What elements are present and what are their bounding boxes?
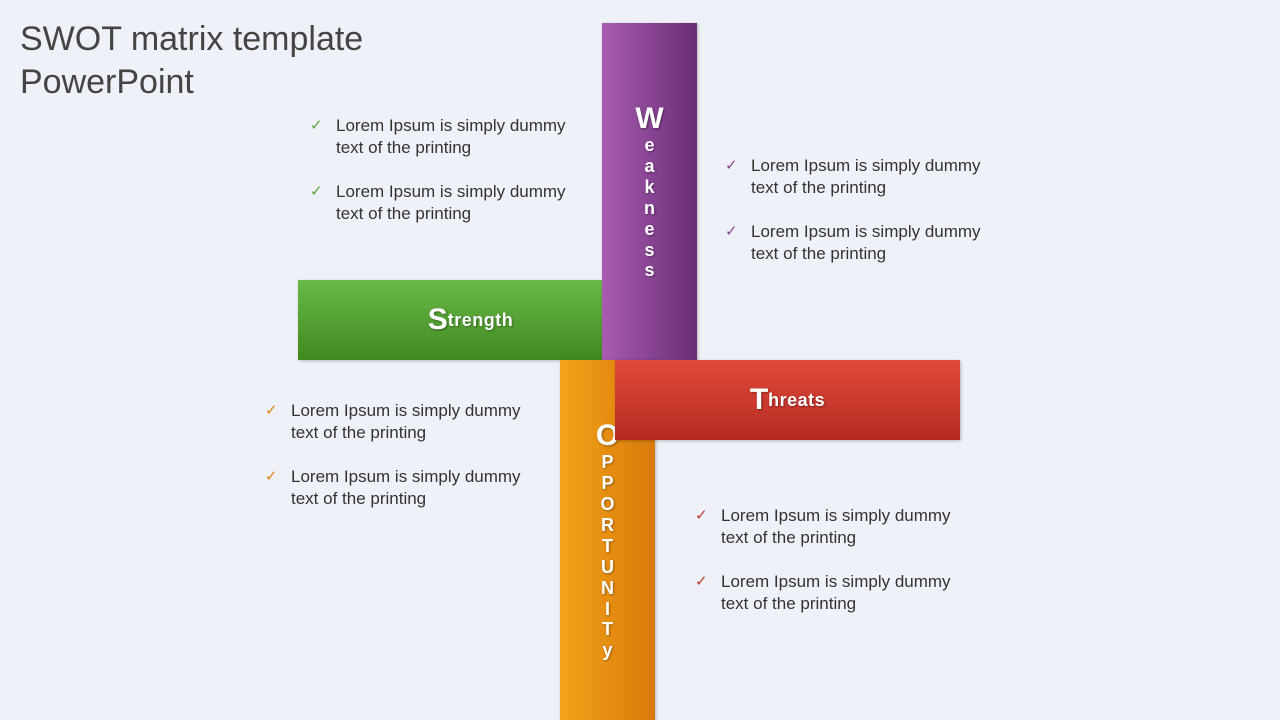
list-item: Lorem Ipsum is simply dummy text of the … [695, 505, 970, 549]
opportunity-bullets: Lorem Ipsum is simply dummy text of the … [265, 400, 540, 532]
weakness-letter: e [644, 136, 654, 155]
opportunity-letter: O [600, 495, 614, 514]
weakness-letter: k [644, 178, 654, 197]
list-item: Lorem Ipsum is simply dummy text of the … [265, 400, 540, 444]
opportunity-letter: N [601, 579, 614, 598]
weakness-first-letter: W [635, 103, 663, 135]
opportunity-letter: U [601, 558, 614, 577]
weakness-letter: s [644, 261, 654, 280]
weakness-letter: s [644, 241, 654, 260]
strength-first-letter: S [428, 303, 448, 337]
opportunity-label: O P P O R T U N I T y [596, 420, 619, 660]
list-item: Lorem Ipsum is simply dummy text of the … [695, 571, 970, 615]
opportunity-letter: P [601, 453, 613, 472]
weakness-letter: a [644, 157, 654, 176]
slide-title: SWOT matrix template PowerPoint [20, 18, 440, 103]
opportunity-letter: y [602, 641, 612, 660]
list-item: Lorem Ipsum is simply dummy text of the … [310, 115, 585, 159]
strength-bullets: Lorem Ipsum is simply dummy text of the … [310, 115, 585, 247]
threats-rest: hreats [768, 390, 825, 411]
weakness-label: W e a k n e s s [635, 103, 663, 281]
weakness-letter: e [644, 220, 654, 239]
strength-rest: trength [448, 310, 514, 331]
strength-bar: S trength [298, 280, 643, 360]
threats-bar: T hreats [615, 360, 960, 440]
opportunity-letter: I [605, 600, 610, 619]
threats-bullets: Lorem Ipsum is simply dummy text of the … [695, 505, 970, 637]
weakness-letter: n [644, 199, 655, 218]
weakness-bar: W e a k n e s s [602, 23, 697, 360]
threats-first-letter: T [750, 383, 768, 417]
opportunity-letter: R [601, 516, 614, 535]
opportunity-letter: P [601, 474, 613, 493]
list-item: Lorem Ipsum is simply dummy text of the … [310, 181, 585, 225]
list-item: Lorem Ipsum is simply dummy text of the … [265, 466, 540, 510]
list-item: Lorem Ipsum is simply dummy text of the … [725, 155, 1000, 199]
opportunity-letter: T [602, 620, 613, 639]
list-item: Lorem Ipsum is simply dummy text of the … [725, 221, 1000, 265]
opportunity-letter: T [602, 537, 613, 556]
weakness-bullets: Lorem Ipsum is simply dummy text of the … [725, 155, 1000, 287]
